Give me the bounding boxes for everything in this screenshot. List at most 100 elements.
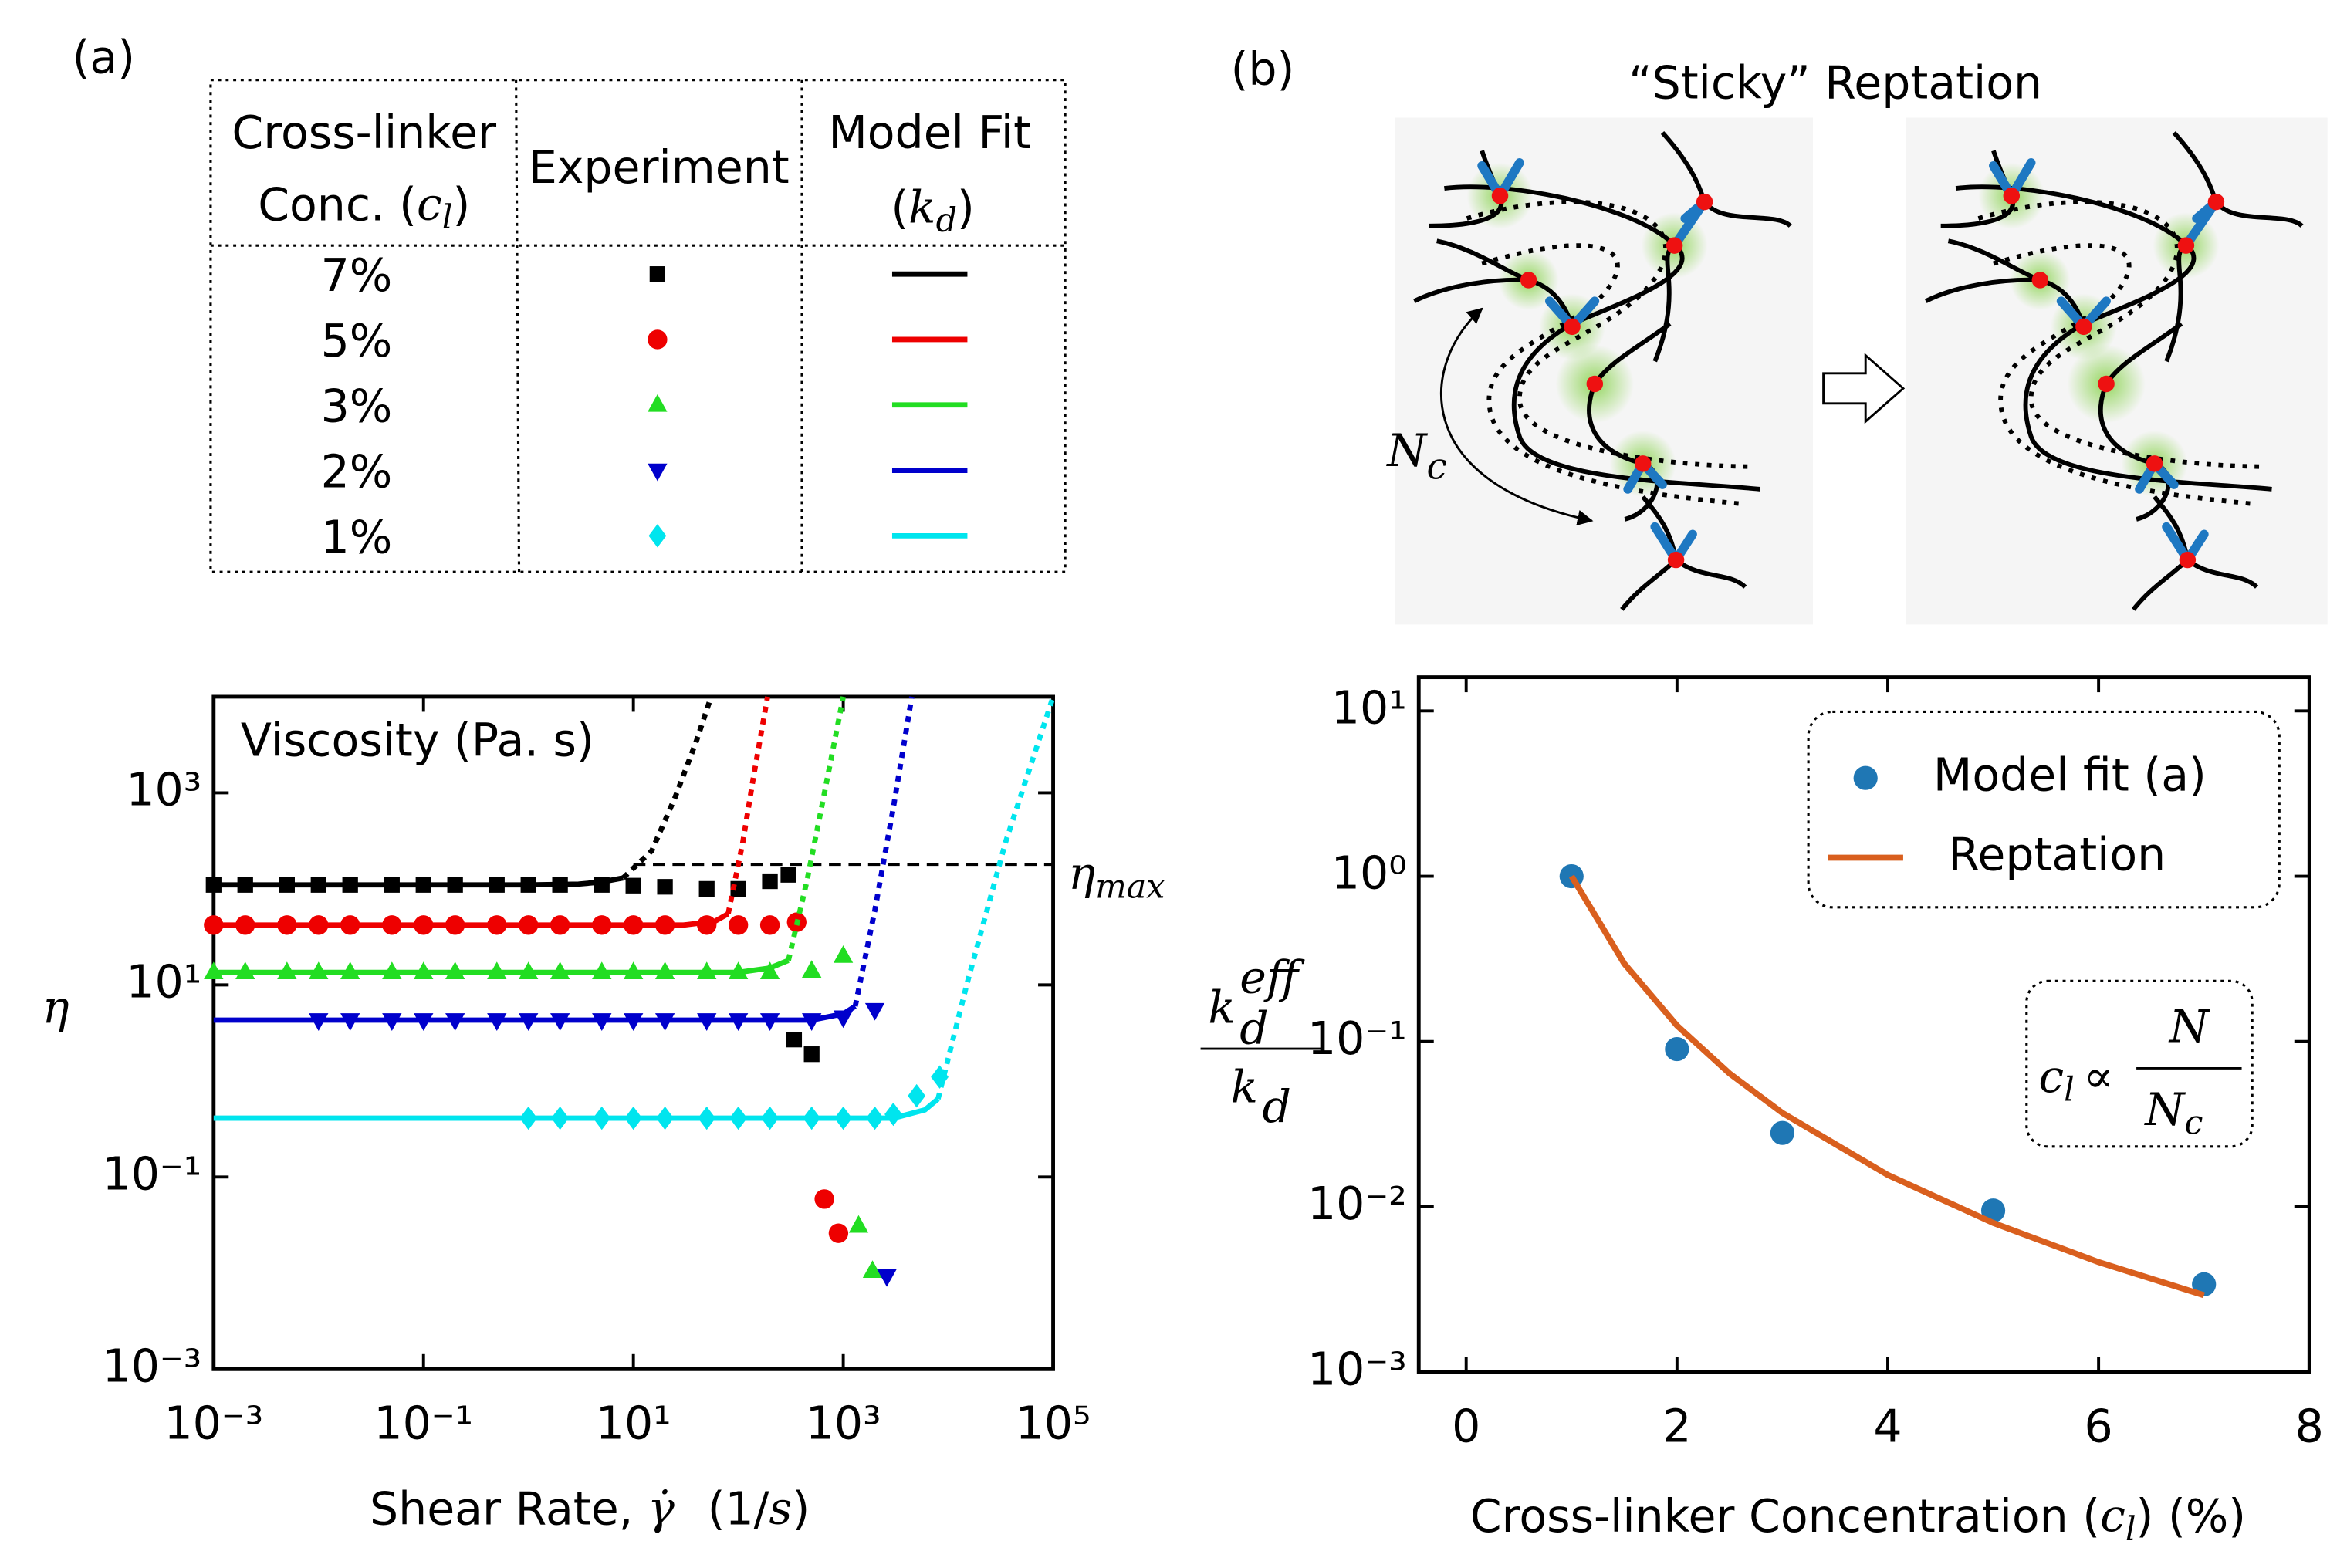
marker [1665,1036,1689,1062]
marker [445,915,465,935]
marker [834,1106,853,1130]
marker [487,961,507,980]
marker [759,915,780,935]
marker [519,915,539,935]
table-header: Model Fit [828,106,1031,159]
marker [698,1106,716,1130]
legend-label: Reptation [1948,829,2166,881]
y-tick-label: 10⁻² [1307,1178,1407,1230]
marker [908,1083,926,1108]
annotation: Viscosity (Pa. s) [241,714,594,766]
marker [340,915,360,935]
marker [759,961,780,980]
marker [592,961,612,980]
marker [761,1106,779,1130]
marker [340,1013,360,1031]
marker [382,915,402,935]
marker [204,915,224,935]
marker [697,915,717,935]
fit-line [786,696,846,961]
marker [205,877,222,893]
x-tick-label: 10⁻³ [164,1397,263,1449]
marker [759,1013,780,1031]
marker [519,1106,538,1130]
marker [277,915,297,935]
marker [277,961,297,980]
marker [648,329,668,350]
marker [814,1189,834,1209]
fit-line [213,1004,857,1023]
table-cell: 7% [321,249,393,302]
marker [550,961,570,980]
marker [279,877,295,893]
marker [833,1010,854,1029]
marker [592,1013,612,1031]
marker [648,463,668,482]
marker [519,961,539,980]
marker [624,1106,643,1130]
table-cell: 1% [321,511,393,563]
y-tick-label: 10⁻¹ [1307,1012,1407,1065]
marker [624,915,644,935]
hline-label: ηmax [1068,847,1165,907]
y-axis-label: d [1239,1002,1268,1055]
marker [414,961,434,980]
marker [551,1106,570,1130]
marker [594,877,610,893]
marker [235,915,255,935]
plot-frame [211,694,1055,1371]
marker [592,915,612,935]
y-axis-label: eff [1239,951,1305,1003]
arrow [1822,353,1906,424]
legend-label: Model fit (a) [1933,749,2207,801]
marker [489,877,505,893]
panel-label: (a) [73,31,135,83]
marker [624,961,644,980]
panel-label: (b) [1231,43,1295,96]
fit-line [621,695,714,880]
marker [340,961,360,980]
fit-line [213,1097,940,1121]
marker [309,915,329,935]
formula-box [2025,979,2254,1148]
x-tick-label: 8 [2295,1400,2324,1452]
marker [649,266,666,282]
table-cell: 3% [321,380,393,433]
marker [445,961,465,980]
y-tick-label: 10³ [126,764,201,816]
fit-line [935,695,1056,1100]
marker [654,915,675,935]
table-cell: 5% [321,315,393,367]
marker [828,1223,849,1243]
marker [648,524,667,548]
marker [698,880,715,897]
marker [487,1013,507,1031]
y-tick-label: 10⁻³ [103,1340,202,1392]
marker [445,1013,465,1031]
marker [624,1013,644,1031]
table-header: Experiment [529,141,790,194]
line [1568,874,2205,1299]
marker [414,915,434,935]
marker [310,877,326,893]
marker [550,1013,570,1031]
marker [848,1215,869,1233]
x-tick-label: 10¹ [596,1397,671,1449]
fit-line [852,696,915,1007]
marker [382,961,402,980]
x-axis-label: Shear Rate, γ̇ (1/s) [370,1482,810,1536]
tube-label: Nc [1385,424,1446,488]
table-header: (kd) [891,181,975,240]
marker [656,1106,675,1130]
marker [520,877,536,893]
marker [654,961,675,980]
marker [803,1106,821,1130]
marker [729,1106,748,1130]
y-axis-label: d [1263,1080,1291,1133]
marker [593,1106,611,1130]
marker [382,1013,402,1031]
table-header: Conc. (cl) [258,177,470,237]
x-tick-label: 2 [1662,1400,1691,1452]
x-axis-label: Cross-linker Concentration (cl) (%) [1470,1489,2246,1549]
